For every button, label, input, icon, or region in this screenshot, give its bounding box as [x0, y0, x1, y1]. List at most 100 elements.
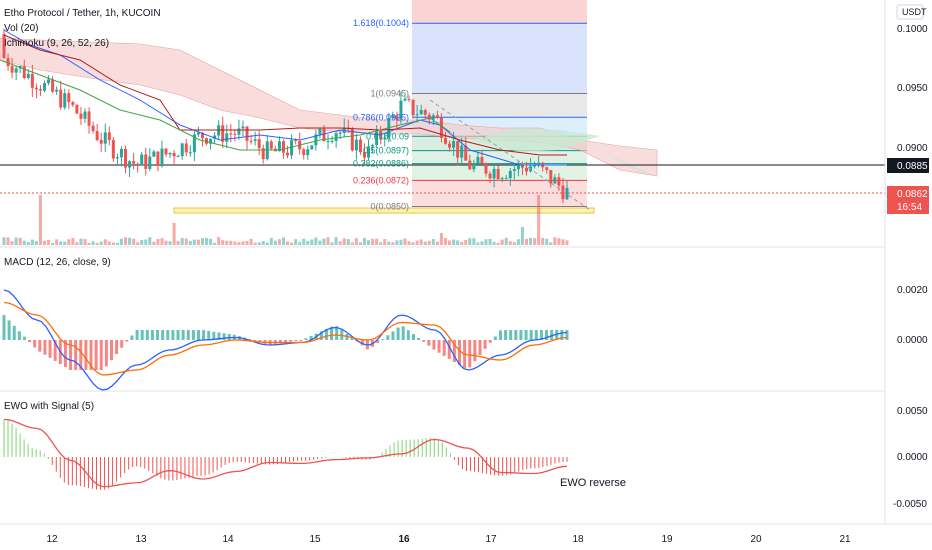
volume-bar [371, 238, 375, 245]
ewo-annotation[interactable]: EWO reverse [560, 477, 626, 489]
candle-body [225, 133, 229, 142]
volume-bar [213, 242, 217, 245]
candle-body [91, 125, 95, 132]
volume-bar [326, 237, 330, 245]
candle-body [520, 163, 524, 168]
time-tick: 12 [46, 534, 58, 545]
candle-body [399, 100, 403, 120]
volume-bar [496, 242, 500, 245]
volume-bar [140, 239, 144, 245]
candle-body [277, 141, 281, 152]
currency-badge[interactable] [896, 4, 924, 20]
ewo-tick: 0.0050 [897, 406, 928, 417]
macd-histogram-bar [406, 330, 410, 340]
volume-bar [269, 237, 273, 245]
candle-body [188, 152, 192, 154]
candle-body [512, 169, 516, 171]
volume-bar [51, 242, 55, 245]
volume-bar [512, 242, 516, 245]
volume-bar [330, 242, 334, 245]
candle-body [115, 157, 119, 159]
candle-body [354, 139, 358, 151]
volume-bar [225, 240, 229, 245]
time-tick: 15 [309, 534, 321, 545]
fib-level-label: 1.618(0.1004) [353, 18, 409, 28]
candle-body [229, 133, 233, 135]
candle-body [164, 148, 168, 155]
macd-histogram-bar [452, 340, 456, 362]
macd-histogram-bar [555, 330, 559, 340]
volume-bar [83, 239, 87, 245]
macd-histogram-bar [156, 330, 160, 340]
volume-bar [435, 241, 439, 245]
candle-body [314, 134, 318, 146]
volume-bar [99, 241, 103, 245]
macd-label[interactable]: MACD (12, 26, close, 9) [4, 257, 111, 268]
candle-body [67, 93, 71, 103]
macd-histogram-bar [191, 330, 195, 340]
ichimoku-lines [0, 29, 567, 166]
volume-bar [403, 238, 407, 245]
candle-body [468, 160, 472, 170]
volume-bar [176, 241, 180, 245]
volume-label[interactable]: Vol (20) [4, 23, 38, 34]
volume-bar [34, 240, 38, 245]
macd-histogram-bar [135, 330, 139, 340]
macd-histogram-bar [488, 340, 492, 343]
ewo-tick: -0.0050 [893, 499, 927, 510]
macd-histogram-bar [12, 325, 16, 340]
macd-histogram-bar [22, 336, 26, 340]
candle-body [209, 138, 213, 144]
volume-bar [233, 241, 237, 245]
candle-body [350, 129, 354, 151]
macd-histogram-bar [350, 337, 354, 340]
candle-body [306, 149, 310, 155]
volume-bar [115, 242, 119, 245]
macd-histogram-bar [217, 332, 221, 340]
candle-body [103, 132, 107, 144]
macd-histogram-bar [509, 330, 513, 340]
candle-body [156, 151, 160, 167]
volume-bar [419, 239, 423, 245]
macd-line [3, 289, 568, 391]
volume-bar [524, 238, 528, 245]
trend-line[interactable] [429, 99, 591, 211]
candle-body [460, 145, 464, 158]
candle-body [75, 104, 79, 114]
candle-body [269, 141, 273, 149]
macd-histogram-bar [442, 340, 446, 356]
candle-body [338, 132, 342, 134]
volume-bar [537, 195, 541, 245]
last-price-badge [887, 186, 929, 214]
volume-bar [103, 239, 107, 245]
candle-body [14, 68, 18, 73]
volume-bar [383, 238, 387, 245]
time-tick: 16 [398, 534, 410, 545]
macd-histogram-bar [524, 330, 528, 340]
macd-histogram-bar [360, 340, 364, 346]
volume-bar [500, 239, 504, 245]
price-tick: 0.0950 [897, 83, 928, 94]
candle-body [172, 152, 176, 157]
ewo-histogram [3, 419, 568, 490]
ichimoku-label[interactable]: Ichimoku (9, 26, 52, 26) [4, 38, 109, 49]
volume-bar [261, 241, 265, 245]
volume-bar [561, 239, 565, 245]
volume-bar [338, 241, 342, 245]
candle-body [496, 168, 500, 180]
volume-bar [221, 240, 225, 245]
support-zone[interactable] [173, 207, 595, 214]
volume-bar [334, 237, 338, 245]
ichimoku-lagging-line [0, 59, 451, 151]
candle-body [196, 132, 200, 135]
macd-histogram-bar [565, 330, 569, 340]
volume-bar [533, 238, 537, 245]
fib-level-label: 0.382(0.0886) [353, 159, 409, 169]
ewo-label[interactable]: EWO with Signal (5) [4, 401, 94, 412]
volume-bar [180, 238, 184, 245]
time-tick: 20 [750, 534, 762, 545]
time-axis[interactable]: 12 13 14 15 16 17 18 19 20 21 [46, 534, 851, 545]
time-tick: 14 [222, 534, 234, 545]
volume-bar [407, 241, 411, 245]
